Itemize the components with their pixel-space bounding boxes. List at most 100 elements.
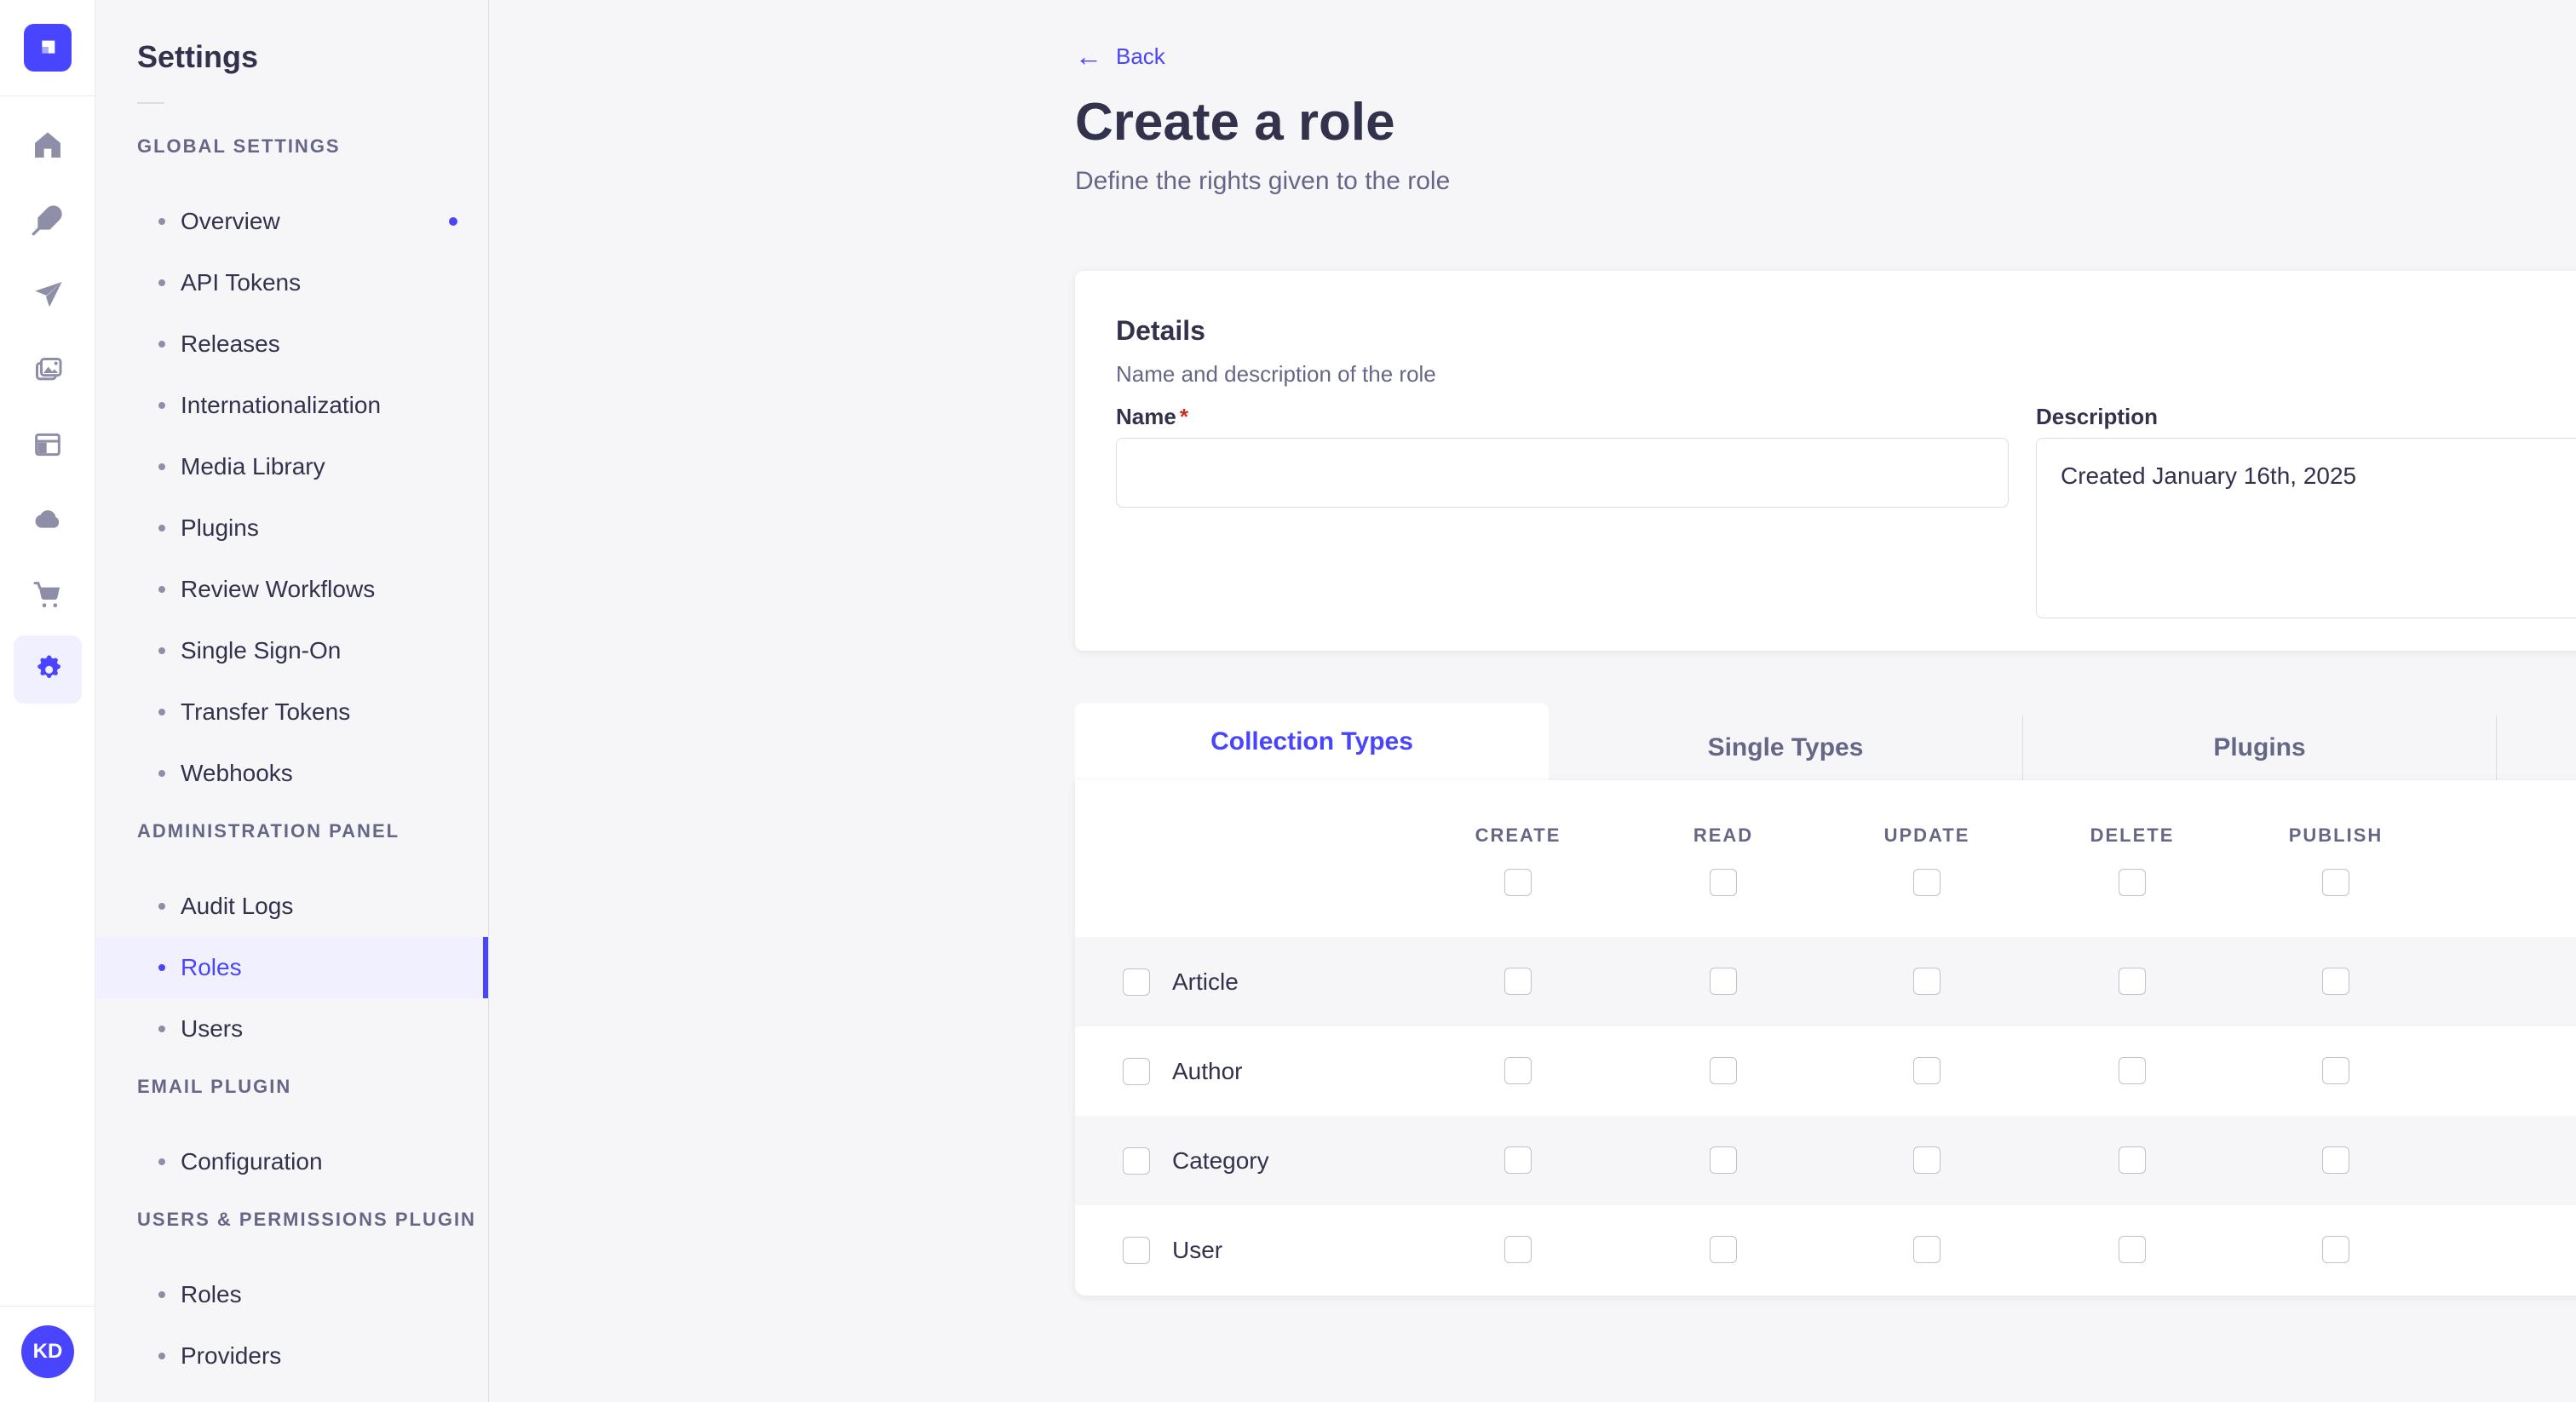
bullet-icon <box>158 1291 165 1298</box>
bullet-icon <box>158 647 165 654</box>
sidebar-item-review-workflows[interactable]: Review Workflows <box>96 559 488 620</box>
sidebar-item-providers[interactable]: Providers <box>96 1325 488 1387</box>
row-label: User <box>1172 1236 1223 1263</box>
column-header-publish: PUBLISH <box>2288 825 2383 846</box>
back-link[interactable]: ← Back <box>1075 43 1165 70</box>
bullet-icon <box>158 586 165 593</box>
article-row-checkbox[interactable] <box>1123 968 1150 996</box>
category-row-checkbox[interactable] <box>1123 1146 1150 1175</box>
page-subtitle: Define the rights given to the role <box>1075 167 1451 195</box>
sidebar-item-roles[interactable]: Roles <box>96 1264 488 1325</box>
details-title: Details <box>1116 315 1205 346</box>
strapi-logo[interactable] <box>24 24 72 72</box>
author-read-checkbox[interactable] <box>1710 1057 1737 1084</box>
rail-settings-button[interactable] <box>14 635 82 704</box>
tab-settings[interactable]: Settings <box>2496 715 2576 780</box>
article-read-checkbox[interactable] <box>1710 968 1737 995</box>
sidebar-item-api-tokens[interactable]: API Tokens <box>96 252 488 313</box>
description-label: Description <box>2036 404 2159 429</box>
category-update-checkbox[interactable] <box>1913 1146 1941 1174</box>
rail-media-button[interactable] <box>14 336 82 404</box>
rail-cart-button[interactable] <box>14 560 82 629</box>
rail-home-button[interactable] <box>14 111 82 179</box>
sidebar-item-transfer-tokens[interactable]: Transfer Tokens <box>96 681 488 743</box>
details-subtitle: Name and description of the role <box>1116 361 1436 387</box>
column-header-create: CREATE <box>1475 825 1561 846</box>
row-label: Category <box>1172 1146 1269 1174</box>
rail-feather-button[interactable] <box>14 186 82 254</box>
bullet-icon <box>158 770 165 777</box>
tab-collection-types[interactable]: Collection Types <box>1075 704 1549 780</box>
user-delete-checkbox[interactable] <box>2119 1236 2146 1263</box>
rail-layout-button[interactable] <box>14 411 82 479</box>
sidebar-item-audit-logs[interactable]: Audit Logs <box>96 876 488 937</box>
sidebar-item-overview[interactable]: Overview <box>96 191 488 252</box>
name-input[interactable] <box>1116 438 2009 508</box>
description-textarea[interactable]: Created January 16th, 2025 <box>2036 438 2576 618</box>
sidebar-item-internationalization[interactable]: Internationalization <box>96 375 488 436</box>
sidebar-item-releases[interactable]: Releases <box>96 313 488 375</box>
sidebar-item-configuration[interactable]: Configuration <box>96 1131 488 1192</box>
article-delete-checkbox[interactable] <box>2119 968 2146 995</box>
category-create-checkbox[interactable] <box>1504 1146 1532 1174</box>
sidebar-item-label: Transfer Tokens <box>181 698 351 725</box>
settings-icon <box>31 652 65 687</box>
user-row-checkbox[interactable] <box>1123 1236 1150 1264</box>
author-publish-checkbox[interactable] <box>2322 1057 2349 1084</box>
sidebar-title-divider <box>137 102 164 104</box>
sidebar-item-label: Review Workflows <box>181 576 376 602</box>
sidebar-item-label: Audit Logs <box>181 893 294 919</box>
sidebar-item-media-library[interactable]: Media Library <box>96 436 488 497</box>
author-delete-checkbox[interactable] <box>2119 1057 2146 1084</box>
select-all-update-checkbox[interactable] <box>1913 869 1941 896</box>
article-create-checkbox[interactable] <box>1504 968 1532 995</box>
user-create-checkbox[interactable] <box>1504 1236 1532 1263</box>
sidebar-item-label: Media Library <box>181 453 325 480</box>
permission-row-author: Author <box>1075 1026 2576 1116</box>
sidebar-title: Settings <box>137 39 259 74</box>
article-publish-checkbox[interactable] <box>2322 968 2349 995</box>
permission-row-article: Article <box>1075 937 2576 1026</box>
tab-plugins[interactable]: Plugins <box>2022 715 2496 780</box>
sidebar-item-roles[interactable]: Roles <box>96 937 488 998</box>
bullet-icon <box>158 525 165 531</box>
permissions-rows: Article Author Category User <box>1075 937 2576 1295</box>
sidebar-item-label: Providers <box>181 1342 282 1369</box>
name-label: Name * <box>1116 404 1188 430</box>
select-all-delete-checkbox[interactable] <box>2119 869 2146 896</box>
category-delete-checkbox[interactable] <box>2119 1146 2146 1174</box>
select-all-create-checkbox[interactable] <box>1504 869 1532 896</box>
select-all-read-checkbox[interactable] <box>1710 869 1737 896</box>
category-publish-checkbox[interactable] <box>2322 1146 2349 1174</box>
author-row-checkbox[interactable] <box>1123 1057 1150 1085</box>
bullet-icon <box>158 341 165 348</box>
required-asterisk: * <box>1179 404 1188 429</box>
category-read-checkbox[interactable] <box>1710 1146 1737 1174</box>
user-update-checkbox[interactable] <box>1913 1236 1941 1263</box>
sidebar-item-users[interactable]: Users <box>96 998 488 1060</box>
article-update-checkbox[interactable] <box>1913 968 1941 995</box>
user-publish-checkbox[interactable] <box>2322 1236 2349 1263</box>
sidebar-item-label: Roles <box>181 1281 242 1307</box>
sidebar-item-webhooks[interactable]: Webhooks <box>96 743 488 804</box>
author-update-checkbox[interactable] <box>1913 1057 1941 1084</box>
details-card: Details Name and description of the role… <box>1075 271 2576 651</box>
select-all-publish-checkbox[interactable] <box>2322 869 2349 896</box>
sidebar-item-label: Roles <box>181 954 242 980</box>
author-create-checkbox[interactable] <box>1504 1057 1532 1084</box>
sidebar-item-single-sign-on[interactable]: Single Sign-On <box>96 620 488 681</box>
sidebar-item-plugins[interactable]: Plugins <box>96 497 488 559</box>
user-read-checkbox[interactable] <box>1710 1236 1737 1263</box>
permission-row-category: Category <box>1075 1116 2576 1205</box>
avatar[interactable]: KD <box>21 1325 74 1378</box>
rail-paper-plane-button[interactable] <box>14 261 82 329</box>
media-icon <box>31 353 65 387</box>
main-content: ← Back Create a role Define the rights g… <box>489 0 2576 1402</box>
column-header-read: READ <box>1693 825 1754 846</box>
bullet-icon <box>158 279 165 286</box>
rail-cloud-button[interactable] <box>14 486 82 554</box>
rail-divider <box>0 95 95 96</box>
tab-single-types[interactable]: Single Types <box>1549 715 2022 780</box>
